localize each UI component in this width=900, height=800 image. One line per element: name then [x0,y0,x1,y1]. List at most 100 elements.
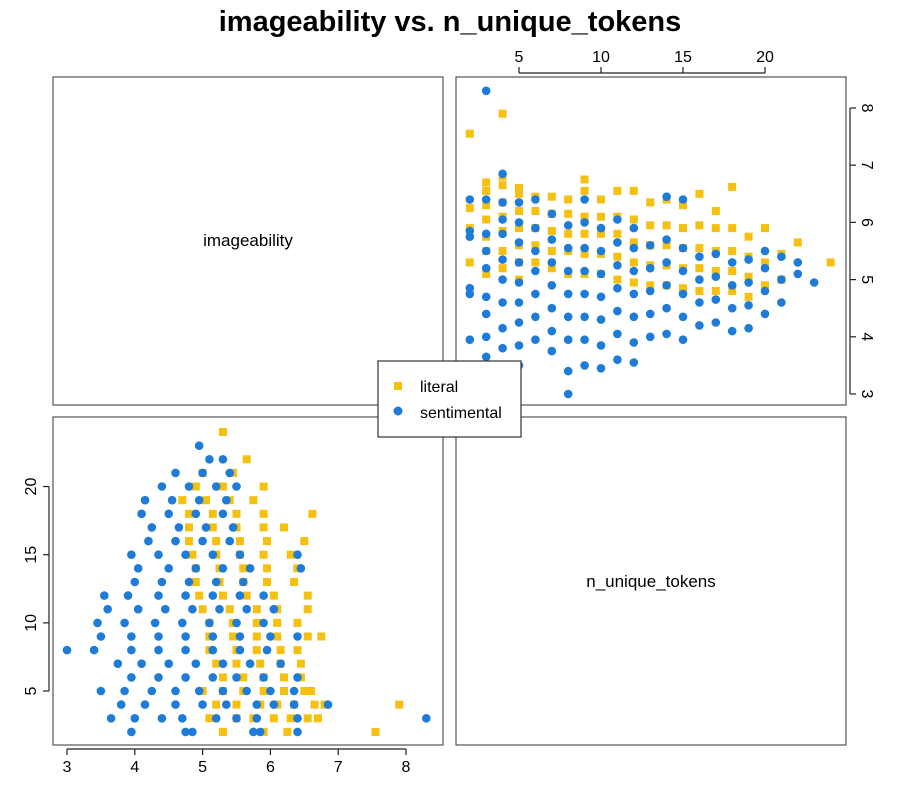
point-sentimental-bl-46 [276,659,285,668]
point-sentimental-bl-98 [208,550,218,559]
point-sentimental-bl-95 [127,550,136,559]
point-sentimental-bl-117 [157,482,167,491]
point-literal-bl-70 [263,564,271,573]
point-sentimental-bl-99 [235,550,245,559]
point-sentimental-bl-2 [188,727,197,737]
point-literal-bl-25 [307,687,316,695]
point-literal-tr-22 [515,224,523,233]
x-tick-label-top-5: 5 [515,49,524,66]
point-literal-bl-8 [286,714,295,723]
point-literal-bl-10 [313,714,322,723]
point-sentimental-tr-79 [629,312,639,322]
y-tick-label-right-4: 4 [858,332,875,341]
point-sentimental-bl-119 [211,482,221,491]
point-sentimental-bl-35 [181,673,190,682]
point-sentimental-tr-16 [498,323,507,333]
point-literal-tr-76 [679,201,687,210]
point-literal-tr-70 [662,221,671,230]
point-sentimental-tr-49 [563,335,573,345]
point-sentimental-bl-101 [144,536,153,546]
point-sentimental-tr-119 [760,263,770,273]
point-sentimental-bl-67 [205,618,214,628]
point-sentimental-bl-126 [194,441,204,451]
point-sentimental-tr-39 [531,195,540,204]
point-sentimental-tr-102 [695,298,704,307]
point-sentimental-tr-46 [547,209,557,219]
point-sentimental-bl-106 [174,523,184,532]
point-sentimental-bl-52 [208,645,218,655]
point-sentimental-bl-108 [228,523,238,532]
point-sentimental-bl-125 [218,455,228,464]
point-sentimental-tr-112 [727,258,737,267]
point-sentimental-tr-47 [563,389,573,399]
point-sentimental-tr-120 [760,246,770,256]
point-sentimental-bl-43 [191,659,201,668]
point-literal-bl-80 [263,537,271,546]
y-tick-label-right-5: 5 [858,275,875,284]
point-sentimental-tr-26 [514,318,524,327]
panel-top-left [52,76,444,406]
point-sentimental-bl-79 [154,591,163,600]
point-sentimental-bl-90 [164,564,173,573]
point-sentimental-tr-35 [531,289,540,299]
point-sentimental-tr-103 [695,275,704,284]
point-sentimental-tr-68 [596,246,606,256]
point-sentimental-bl-89 [133,564,143,573]
point-sentimental-bl-68 [232,618,241,628]
point-literal-bl-45 [303,632,312,641]
point-literal-tr-9 [482,186,491,195]
point-literal-tr-96 [761,281,769,290]
point-sentimental-bl-72 [161,604,170,614]
point-literal-tr-89 [728,247,737,255]
x-tick-label-bottom-3: 3 [63,759,72,776]
point-sentimental-tr-116 [744,255,753,264]
point-sentimental-tr-53 [563,243,573,253]
point-sentimental-tr-125 [793,258,803,267]
point-literal-tr-44 [580,212,589,221]
point-literal-tr-57 [629,278,638,287]
point-literal-tr-45 [580,186,589,195]
point-sentimental-tr-52 [563,266,573,276]
point-literal-bl-43 [252,632,261,641]
point-sentimental-bl-111 [191,509,201,519]
x-tick-label-bottom-5: 5 [198,759,207,776]
point-sentimental-tr-83 [629,223,639,233]
point-sentimental-bl-104 [225,536,234,546]
point-sentimental-tr-54 [563,221,573,230]
point-sentimental-tr-88 [645,241,655,250]
point-literal-tr-54 [613,229,622,238]
point-sentimental-tr-0 [465,335,475,345]
panel-bottom-left [52,416,444,746]
point-sentimental-bl-92 [218,564,228,573]
point-sentimental-bl-114 [167,495,177,505]
point-literal-tr-42 [580,249,589,258]
point-literal-tr-50 [597,212,605,221]
y-tick-label-right-6: 6 [858,218,875,227]
point-literal-tr-0 [465,258,474,267]
point-sentimental-bl-6 [106,714,116,723]
point-literal-bl-77 [185,537,193,546]
point-sentimental-tr-11 [481,246,491,256]
point-sentimental-bl-109 [137,509,146,519]
point-sentimental-bl-53 [235,645,245,655]
x-tick-label-bottom-4: 4 [130,759,139,776]
point-sentimental-bl-16 [140,700,150,709]
point-literal-bl-16 [310,700,319,709]
point-literal-bl-82 [185,523,193,532]
point-literal-tr-33 [547,227,556,235]
point-sentimental-tr-62 [580,195,589,204]
y-tick-label-left-15: 15 [23,546,40,564]
point-sentimental-bl-18 [198,700,207,709]
point-sentimental-tr-115 [744,278,753,287]
point-sentimental-tr-13 [481,195,491,204]
point-literal-tr-23 [515,207,523,215]
point-sentimental-tr-20 [498,229,507,239]
point-sentimental-tr-86 [645,286,655,296]
point-sentimental-tr-42 [547,303,557,313]
y-tick-label-right-7: 7 [858,161,875,170]
point-literal-tr-90 [728,224,737,233]
point-sentimental-bl-39 [293,673,302,682]
diagonal-label-n-unique-tokens: n_unique_tokens [586,572,716,591]
point-literal-bl-26 [218,673,227,682]
point-sentimental-bl-31 [266,686,275,696]
